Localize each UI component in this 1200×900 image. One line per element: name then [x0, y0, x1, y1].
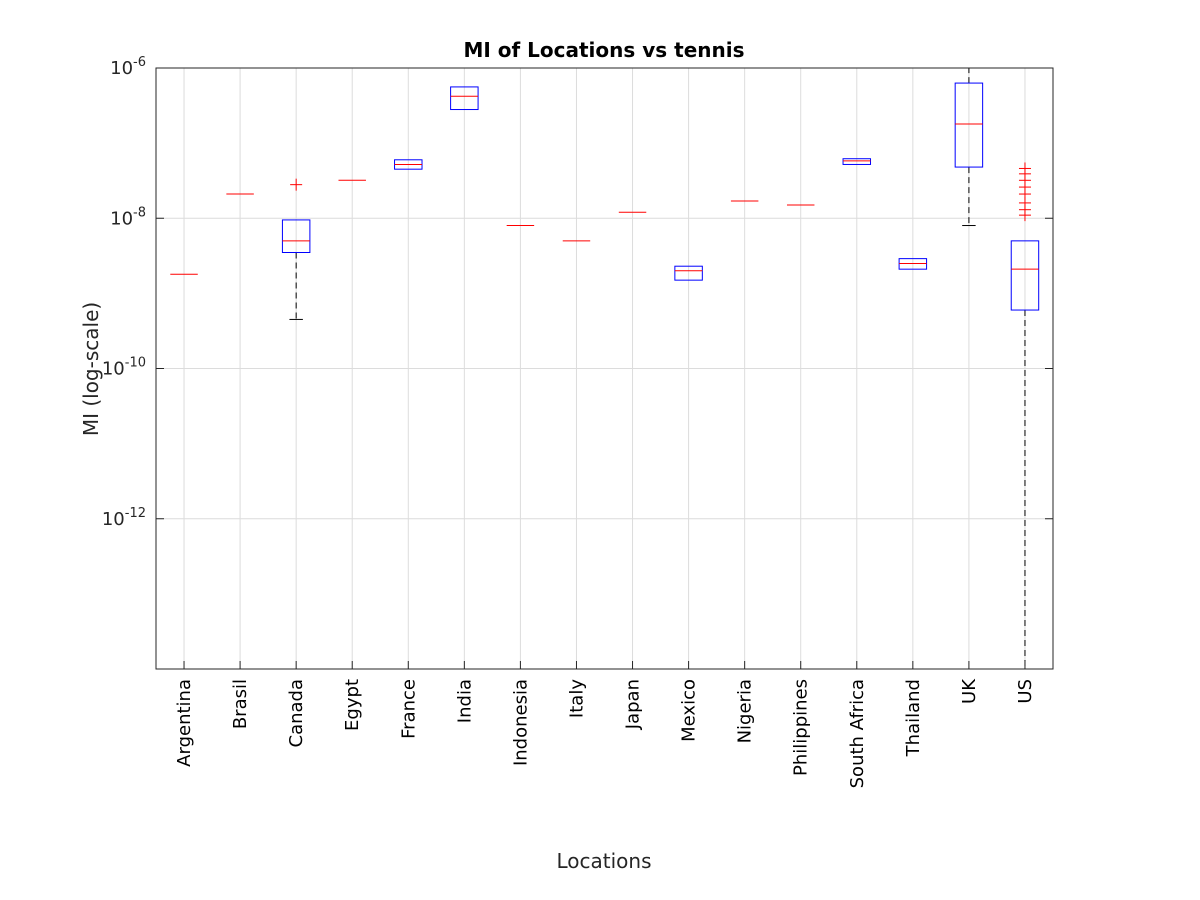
y-tick-label: 10-10 — [102, 356, 146, 380]
box-mexico — [674, 265, 703, 281]
x-tick-label: Mexico — [679, 679, 700, 742]
x-axis-label: Locations — [556, 849, 651, 873]
y-tick-label: 10-8 — [110, 205, 146, 229]
x-tick-label: Indonesia — [510, 679, 531, 766]
chart-title: MI of Locations vs tennis — [463, 38, 744, 62]
box-iqr — [674, 265, 703, 281]
box-uk — [954, 67, 984, 227]
box-iqr — [1010, 240, 1040, 311]
x-tick-label: Argentina — [174, 679, 195, 767]
box-india — [450, 86, 479, 111]
box-france — [394, 159, 423, 170]
y-axis-label: MI (log-scale) — [79, 302, 103, 436]
x-tick-label: France — [398, 679, 419, 739]
x-tick-label: Canada — [286, 679, 307, 748]
box-us — [1010, 162, 1040, 670]
x-tick-label: UK — [959, 678, 980, 704]
box-series — [170, 67, 1040, 670]
x-tick-label: South Africa — [847, 679, 868, 788]
box-iqr — [954, 82, 984, 168]
x-tick-label: Thailand — [903, 679, 924, 757]
x-tick-label: Japan — [623, 679, 644, 730]
y-tick-label: 10-6 — [110, 55, 146, 79]
x-tick-label: US — [1015, 679, 1036, 704]
box-iqr — [450, 86, 479, 111]
axis-ticks: 10-12 10-10 10-8 10-6 Argentina Brasil Canada E… — [102, 55, 1053, 788]
box-canada — [281, 178, 311, 320]
x-tick-label: Brasil — [230, 679, 251, 729]
x-tick-label: India — [454, 679, 475, 723]
x-tick-label: Egypt — [342, 679, 363, 731]
x-tick-label: Nigeria — [735, 679, 756, 743]
x-tick-label: Philippines — [791, 679, 812, 776]
box-iqr — [281, 219, 311, 254]
box-thailand — [898, 258, 928, 270]
x-tick-label: Italy — [566, 679, 587, 718]
y-tick-label: 10-12 — [102, 506, 146, 530]
box-south-africa — [842, 158, 872, 165]
box-iqr — [842, 158, 872, 165]
